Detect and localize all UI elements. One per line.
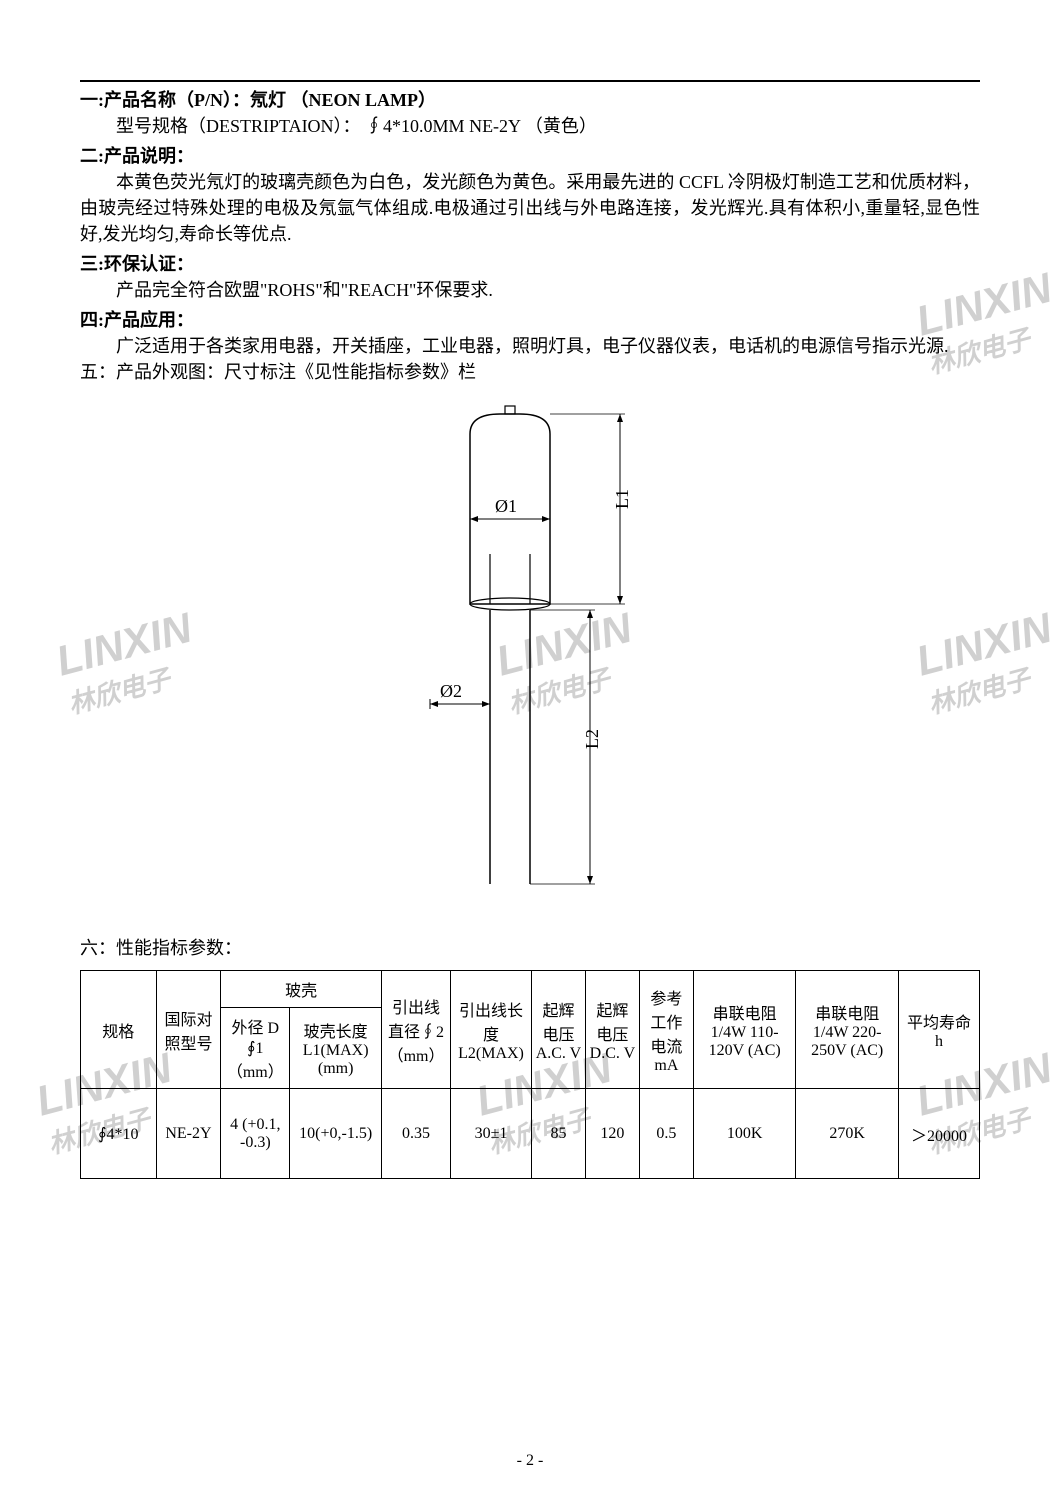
td-life: ＞20000	[898, 1089, 979, 1179]
section-2-title: 二:产品说明：	[80, 142, 980, 168]
phi1-label: Ø1	[495, 496, 517, 516]
th-r220: 串联电阻 1/4W 220-250V (AC)	[796, 971, 899, 1089]
td-current: 0.5	[639, 1089, 693, 1179]
page-number: - 2 -	[0, 1452, 1060, 1470]
section-4-body: 广泛适用于各类家用电器，开关插座，工业电器，照明灯具，电子仪器仪表，电话机的电源…	[80, 332, 980, 358]
l1-label: L1	[612, 489, 632, 509]
section-3-title: 三:环保认证：	[80, 250, 980, 276]
section-2-body: 本黄色荧光氖灯的玻璃壳颜色为白色，发光颜色为黄色。采用最先进的 CCFL 冷阴极…	[80, 168, 980, 246]
section-5-title: 五：产品外观图：尺寸标注《见性能指标参数》栏	[80, 358, 980, 384]
td-spec: ∮4*10	[81, 1089, 157, 1179]
td-length: 10(+0,-1.5)	[290, 1089, 382, 1179]
section-6-title: 六：性能指标参数：	[80, 934, 980, 960]
l2-label: L2	[582, 729, 602, 749]
spec-table: 规格 国际对照型号 玻壳 引出线直径∮2（mm） 引出线长度 L2(MAX) 起…	[80, 970, 980, 1179]
th-r110: 串联电阻 1/4W 110-120V (AC)	[693, 971, 796, 1089]
table-row: ∮4*10 NE-2Y 4 (+0.1, -0.3) 10(+0,-1.5) 0…	[81, 1089, 980, 1179]
td-acv: 85	[531, 1089, 585, 1179]
th-length: 玻壳长度 L1(MAX) (mm)	[290, 1008, 382, 1089]
th-lead-dia: 引出线直径∮2（mm）	[382, 971, 451, 1089]
phi2-label: Ø2	[440, 681, 462, 701]
td-r110: 100K	[693, 1089, 796, 1179]
td-lead-dia: 0.35	[382, 1089, 451, 1179]
td-r220: 270K	[796, 1089, 899, 1179]
section-1-model: 型号规格（DESTRIPTAION）： ∮4*10.0MM NE-2Y （黄色）	[80, 112, 980, 138]
lamp-diagram: Ø1 Ø2 L1 L2	[80, 404, 980, 904]
th-lead-len: 引出线长度 L2(MAX)	[451, 971, 532, 1089]
td-diameter: 4 (+0.1, -0.3)	[221, 1089, 290, 1179]
td-lead-len: 30±1	[451, 1089, 532, 1179]
th-diameter: 外径 D ∮1 （mm）	[221, 1008, 290, 1089]
section-4-title: 四:产品应用：	[80, 306, 980, 332]
section-1-title: 一:产品名称（P/N）：氖灯 （NEON LAMP）	[80, 86, 980, 112]
th-glass: 玻壳	[221, 971, 382, 1008]
td-dcv: 120	[585, 1089, 639, 1179]
th-acv: 起辉电压A.C. V	[531, 971, 585, 1089]
th-life: 平均寿命 h	[898, 971, 979, 1089]
th-model: 国际对照型号	[156, 971, 221, 1089]
th-dcv: 起辉电压D.C. V	[585, 971, 639, 1089]
th-current: 参考工作电流 mA	[639, 971, 693, 1089]
th-spec: 规格	[81, 971, 157, 1089]
td-model: NE-2Y	[156, 1089, 221, 1179]
section-3-body: 产品完全符合欧盟"ROHS"和"REACH"环保要求.	[80, 276, 980, 302]
top-rule	[80, 80, 980, 82]
table-header-row: 规格 国际对照型号 玻壳 引出线直径∮2（mm） 引出线长度 L2(MAX) 起…	[81, 971, 980, 1008]
